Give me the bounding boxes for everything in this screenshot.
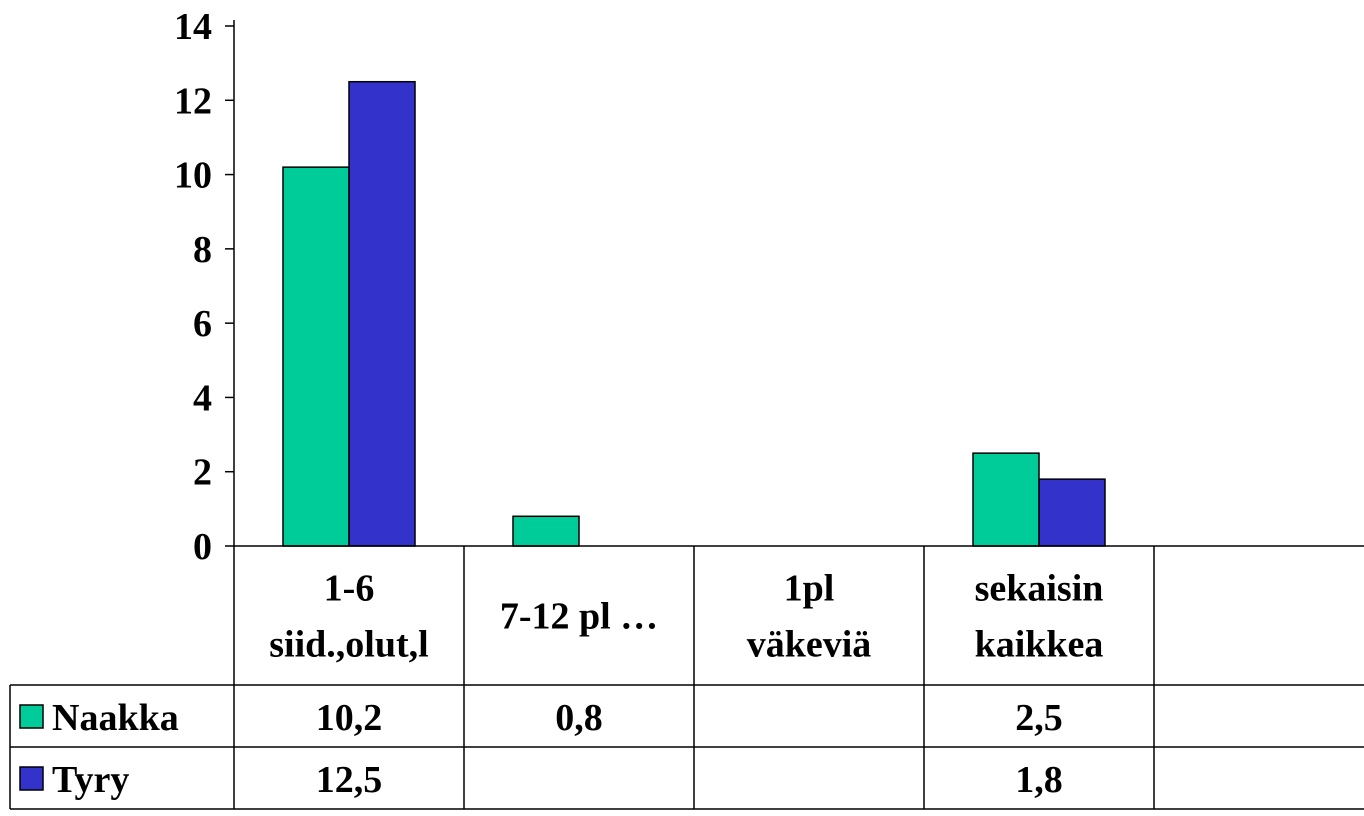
y-tick-label: 12 <box>174 80 212 122</box>
category-label: 7-12 pl … <box>500 596 658 638</box>
category-label: 1pl <box>784 568 835 610</box>
bar-naakka <box>282 166 350 547</box>
bar-tyry <box>1038 478 1106 547</box>
data-value-label: 10,2 <box>316 697 383 739</box>
data-value-label: 0,8 <box>555 697 603 739</box>
y-tick-label: 8 <box>193 229 212 271</box>
category-label: kaikkea <box>975 624 1104 666</box>
axes <box>233 20 1364 547</box>
y-tick-label: 2 <box>193 452 212 494</box>
legend-label: Naakka <box>52 697 179 739</box>
data-value-label: 12,5 <box>316 759 383 801</box>
data-value-label: 2,5 <box>1015 697 1063 739</box>
legend-key-tyry <box>19 766 44 791</box>
y-tick-label: 14 <box>174 6 212 48</box>
category-label: sekaisin <box>975 568 1104 610</box>
data-value-label: 1,8 <box>1015 759 1063 801</box>
bar-naakka <box>972 452 1040 547</box>
y-tick-label: 6 <box>193 303 212 345</box>
bar-naakka <box>512 515 580 547</box>
category-label: väkeviä <box>747 624 872 666</box>
data-table: 1-6 siid.,olut,l 7-12 pl … 1pl väkeviä sekais… <box>9 546 1364 810</box>
legend-key-naakka <box>19 704 44 729</box>
category-label: siid.,olut,l <box>269 624 428 666</box>
y-tick-label: 10 <box>174 155 212 197</box>
category-label: 1-6 <box>324 568 375 610</box>
y-axis-ticks: 0 2 4 6 8 10 12 14 <box>174 6 234 568</box>
y-tick-label: 0 <box>193 526 212 568</box>
legend-label: Tyry <box>52 759 129 801</box>
bars <box>282 80 1106 547</box>
y-tick-label: 4 <box>193 377 212 419</box>
bar-tyry <box>348 80 416 547</box>
